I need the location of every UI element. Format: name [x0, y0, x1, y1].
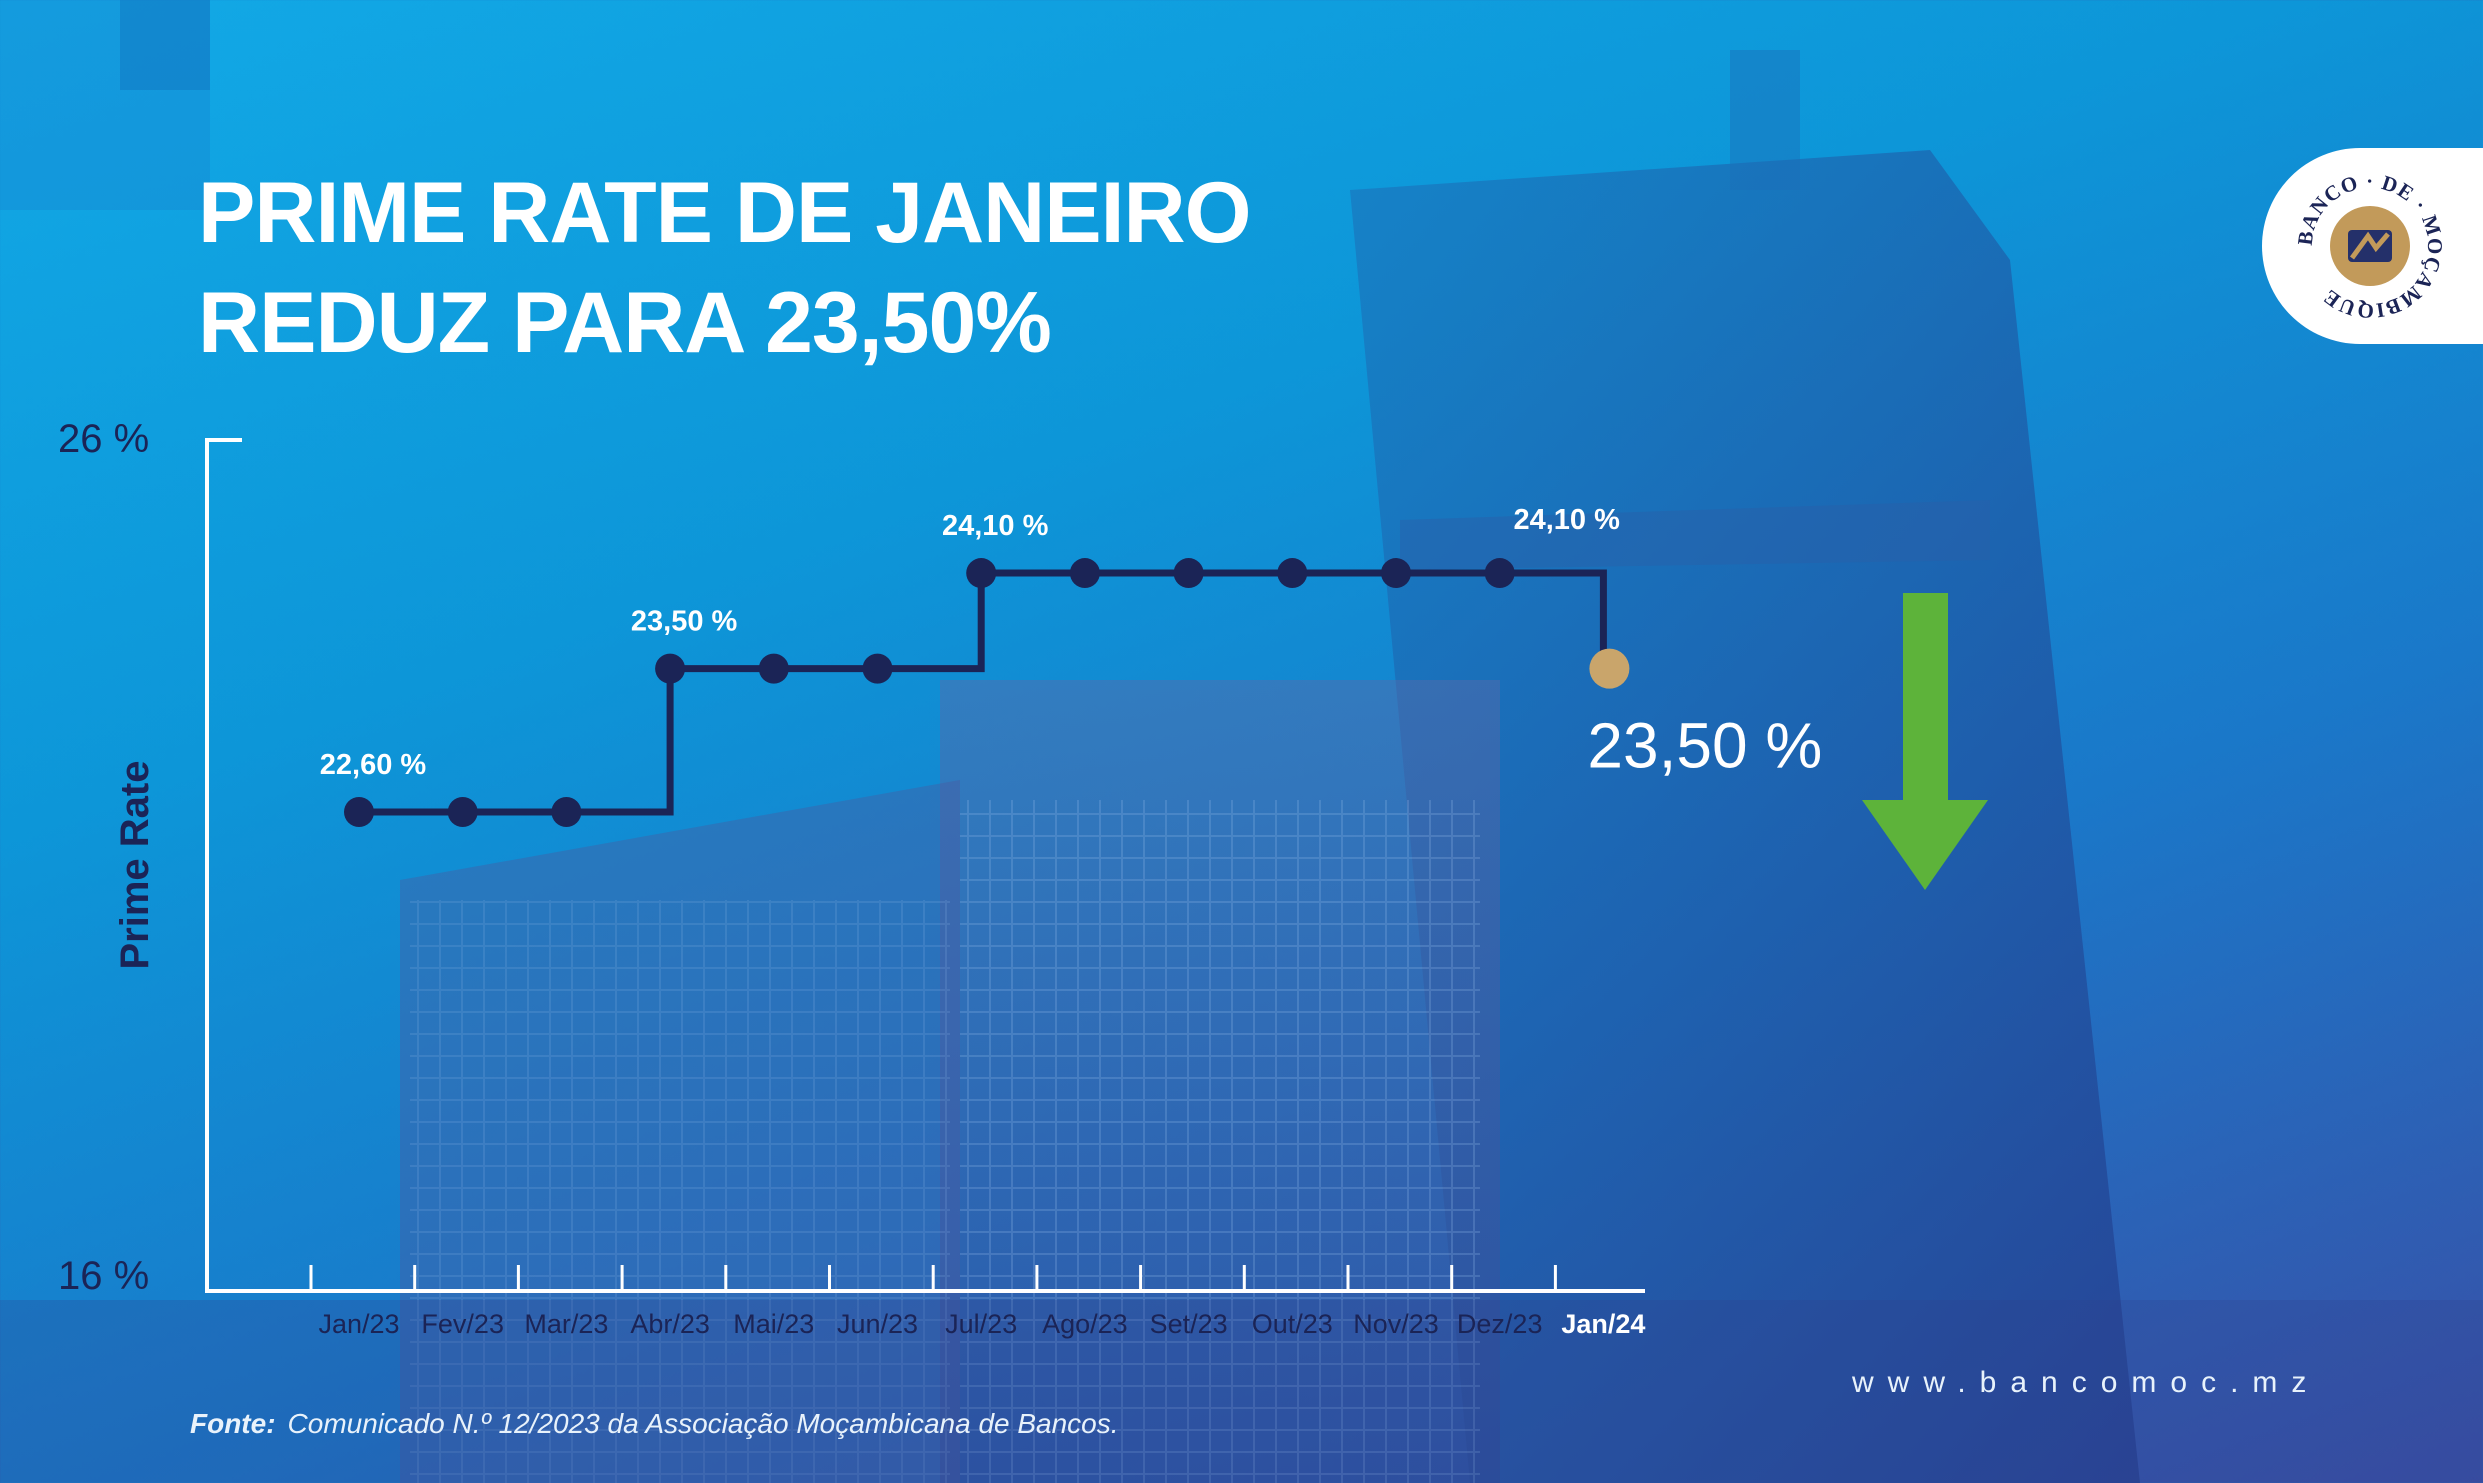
data-point [447, 797, 478, 827]
x-tick-label: Jun/23 [837, 1309, 918, 1339]
bank-emblem-icon: BANCO · DE · MOÇAMBIQUE [2293, 169, 2446, 323]
x-tick-label: Set/23 [1150, 1309, 1228, 1339]
data-point [862, 653, 893, 684]
website-url: www.bancomoc.mz [1852, 1366, 2321, 1399]
source-label: Fonte: [190, 1408, 276, 1439]
data-point [344, 797, 374, 827]
data-point [966, 558, 997, 589]
y-tick-label-bottom: 16 % [58, 1254, 149, 1298]
data-label: 24,10 % [942, 510, 1049, 542]
x-tick-label: Ago/23 [1042, 1309, 1128, 1339]
prime-rate-line [359, 569, 1607, 816]
y-tick-label-top: 26 % [58, 417, 149, 461]
title-line-1: PRIME RATE DE JANEIRO [198, 165, 1252, 261]
page-title: PRIME RATE DE JANEIRO REDUZ PARA 23,50% [198, 158, 1252, 378]
data-point [655, 653, 686, 684]
data-labels: 22,60 % 23,50 % 24,10 % 24,10 % 23,50 % [320, 504, 1822, 782]
data-label-current: 23,50 % [1587, 710, 1822, 782]
data-points [344, 558, 1630, 827]
x-tick-label: Abr/23 [630, 1309, 710, 1339]
data-point [1173, 558, 1204, 589]
data-point-highlight [1589, 648, 1630, 689]
x-tick-label: Fev/23 [421, 1309, 504, 1339]
x-tick-label: Jan/24 [1561, 1309, 1645, 1339]
x-tick-label: Mai/23 [733, 1309, 814, 1339]
x-tick-label: Jul/23 [945, 1309, 1017, 1339]
x-tick-labels: Jan/23 Fev/23 Mar/23 Abr/23 Mai/23 Jun/23 Jul/… [318, 1309, 1645, 1339]
x-tick-label: Out/23 [1252, 1309, 1333, 1339]
x-ticks [309, 1265, 1557, 1291]
x-tick-label: Dez/23 [1457, 1309, 1543, 1339]
y-axis [205, 438, 242, 1291]
title-line-2: REDUZ PARA 23,50% [198, 275, 1052, 371]
source-note: Fonte: Comunicado N.º 12/2023 da Associaç… [190, 1408, 1119, 1440]
data-point [1484, 558, 1515, 589]
x-tick-label: Jan/23 [318, 1309, 399, 1339]
x-tick-label: Mar/23 [524, 1309, 608, 1339]
x-tick-label: Nov/23 [1353, 1309, 1439, 1339]
data-point [551, 797, 582, 827]
data-point [1277, 558, 1308, 589]
data-point [1069, 558, 1100, 589]
y-axis-label: Prime Rate [113, 761, 157, 970]
bank-logo: BANCO · DE · MOÇAMBIQUE [2262, 148, 2483, 344]
data-label: 22,60 % [320, 749, 427, 781]
data-point [1381, 558, 1411, 589]
source-text: Comunicado N.º 12/2023 da Associação Moç… [287, 1408, 1119, 1439]
data-label: 24,10 % [1513, 504, 1620, 536]
trend-down-arrow-icon [1862, 593, 1988, 890]
data-label: 23,50 % [631, 606, 738, 638]
data-point [758, 653, 789, 684]
